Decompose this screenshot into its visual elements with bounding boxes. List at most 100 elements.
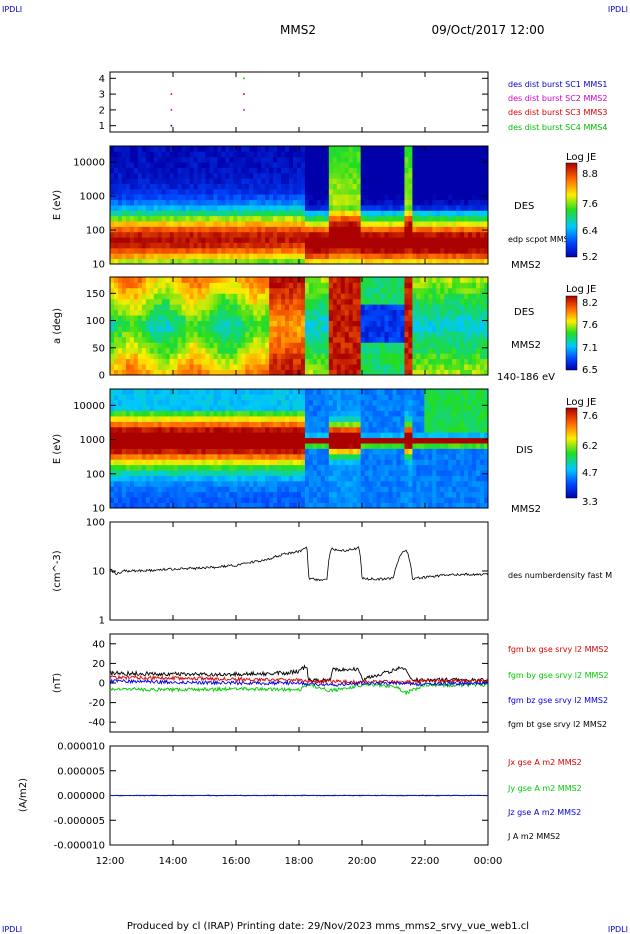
dis-energy-cell [173,486,179,493]
des-pitch-cell [261,287,266,294]
des-pitch-cell [344,315,350,321]
des-energy-cell [181,167,186,174]
des-energy-cell [348,162,354,168]
des-energy-cell [408,178,413,184]
dis-energy-cell [181,480,186,487]
des-pitch-cell [396,320,401,327]
des-energy-cell [141,194,147,201]
des-pitch-cell [472,282,477,289]
dis-energy-cell [149,464,155,471]
des-energy-cell [277,156,282,163]
des-energy-cell [265,215,270,222]
dis-energy-cell [209,480,214,487]
dis-energy-cell [181,459,186,466]
des-energy-cell [177,258,183,265]
des-pitch-cell [137,287,143,294]
des-pitch-cell [336,320,342,327]
des-pitch-cell [448,364,453,370]
des-energy-cell [340,215,346,222]
des-energy-cell [468,151,473,158]
des-energy-cell [336,188,342,195]
des-pitch-cell [177,277,183,283]
des-pitch-cell [456,342,461,349]
des-pitch-cell [233,342,238,349]
des-pitch-cell [217,298,222,305]
des-pitch-cell [464,353,469,360]
des-pitch-cell [324,293,330,300]
des-energy-cell [320,205,326,211]
des-energy-cell [237,199,242,206]
des-energy-cell [289,199,294,206]
des-energy-cell [237,156,242,163]
dis-energy-cell [141,389,147,395]
des-pitch-cell [460,353,465,360]
des-pitch-cell [113,336,119,343]
dis-energy-cell [289,464,294,471]
dis-energy-cell [149,432,155,439]
des-energy-cell [153,210,159,217]
dis-energy-cell [225,486,230,493]
des-energy-cell [277,167,282,174]
des-energy-cell [137,172,143,179]
des-pitch-cell [117,369,123,376]
des-energy-cell [173,210,179,217]
des-energy-cell [428,188,433,195]
des-pitch-cell [221,277,226,283]
des-pitch-cell [300,287,306,294]
des-pitch-cell [432,309,437,316]
des-pitch-cell [145,309,151,316]
des-pitch-cell [181,369,186,376]
des-energy-cell [129,247,135,254]
des-energy-cell [312,172,318,179]
des-energy-cell [281,205,286,211]
des-energy-cell [348,188,354,195]
dis-energy-cell [269,437,274,444]
des-energy-cell [308,231,314,238]
dis-energy-cell [261,421,266,428]
des-energy-cell [444,162,449,168]
des-energy-cell [189,146,194,152]
des-energy-cell [253,156,258,163]
des-energy-cell [476,205,481,211]
des-pitch-cell [476,364,481,370]
des-energy-cell [141,242,147,249]
des-energy-cell [404,188,409,195]
des-pitch-cell [444,358,449,365]
des-energy-cell [376,151,381,158]
des-pitch-cell [340,315,346,321]
des-pitch-cell [360,320,366,327]
des-energy-cell [141,258,147,265]
des-pitch-cell [388,315,393,321]
des-energy-cell [380,188,385,195]
dis-energy-cell [201,437,206,444]
dis-energy-cell [237,459,242,466]
des-energy-cell [436,253,441,260]
des-pitch-cell [113,282,119,289]
des-energy-cell [153,188,159,195]
des-pitch-cell [316,293,322,300]
des-pitch-cell [324,304,330,311]
des-energy-cell [476,162,481,168]
des-energy-cell [125,167,131,174]
des-energy-cell [193,242,198,249]
des-pitch-cell [245,282,250,289]
des-energy-cell [181,172,186,179]
des-energy-cell [257,172,262,179]
des-energy-cell [320,253,326,260]
des-energy-cell [440,258,445,265]
des-pitch-cell [312,287,318,294]
des-energy-cell [257,221,262,227]
des-energy-cell [392,258,397,265]
dis-energy-cell [257,437,262,444]
dis-energy-cell [245,432,250,439]
des-pitch-cell [221,364,226,370]
dis-energy-cell [253,491,258,498]
des-energy-cell [472,226,477,233]
des-energy-cell [380,162,385,168]
dis-energy-cell [300,470,306,476]
des-pitch-cell [297,282,302,289]
des-energy-cell [336,226,342,233]
dis-energy-cell [177,470,183,476]
dis-energy-cell [300,502,306,509]
